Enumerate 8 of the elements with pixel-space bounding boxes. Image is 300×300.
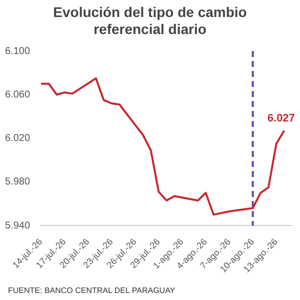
y-tick-label: 6.100	[4, 46, 30, 57]
y-tick-label: 5.980	[4, 176, 30, 188]
y-tick-label: 5.940	[4, 220, 30, 232]
chart-title: Evolución del tipo de cambio referencial diario	[52, 3, 248, 39]
y-tick-label: 6.020	[4, 133, 30, 144]
data-label: 6.027	[267, 112, 295, 125]
source-note: FUENTE: BANCO CENTRAL DEL PARAGUAY	[8, 286, 176, 295]
y-tick-label: 6.060	[4, 89, 30, 100]
